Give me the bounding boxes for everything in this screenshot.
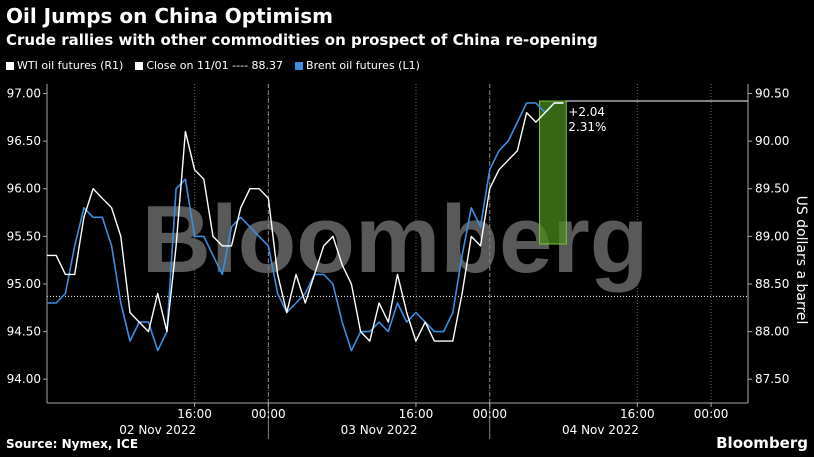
legend-item-wti: WTI oil futures (R1) bbox=[6, 59, 123, 72]
series-lines bbox=[47, 102, 564, 352]
right-tick-label: 89.00 bbox=[755, 229, 789, 243]
left-tick-label: 94.00 bbox=[7, 372, 41, 386]
right-tick-label: 89.50 bbox=[755, 182, 789, 196]
y-axis-label-right: US dollars a barrel bbox=[793, 196, 809, 325]
change-percent-label: 2.31% bbox=[568, 120, 606, 134]
legend-item-close: Close on 11/01 ---- 88.37 bbox=[135, 59, 283, 72]
x-tick-label: 00:00 bbox=[472, 407, 507, 421]
legend-item-brent: Brent oil futures (L1) bbox=[295, 59, 420, 72]
left-tick-label: 95.00 bbox=[7, 277, 41, 291]
legend-label-brent: Brent oil futures (L1) bbox=[306, 59, 420, 72]
bloomberg-logo: Bloomberg bbox=[716, 434, 808, 452]
legend-swatch-wti bbox=[6, 61, 14, 70]
left-tick-label: 94.50 bbox=[7, 325, 41, 339]
grid-lines bbox=[47, 84, 748, 439]
change-value-label: +2.04 bbox=[568, 105, 605, 119]
day-label: 03 Nov 2022 bbox=[341, 423, 418, 437]
brent-series-line bbox=[47, 102, 564, 352]
right-tick-label: 88.00 bbox=[755, 325, 789, 339]
right-tick-label: 88.50 bbox=[755, 277, 789, 291]
left-tick-label: 96.50 bbox=[7, 134, 41, 148]
source-note: Source: Nymex, ICE bbox=[6, 437, 139, 451]
bloomberg-watermark: Bloomberg bbox=[142, 186, 649, 293]
legend-swatch-close bbox=[135, 61, 144, 70]
left-tick-label: 97.00 bbox=[7, 87, 41, 101]
x-tick-label: 00:00 bbox=[694, 407, 729, 421]
left-tick-label: 96.00 bbox=[7, 182, 41, 196]
x-tick-label: 16:00 bbox=[399, 407, 434, 421]
day-label: 02 Nov 2022 bbox=[119, 423, 196, 437]
legend-swatch-brent bbox=[295, 61, 304, 70]
wti-series-line bbox=[47, 102, 564, 342]
x-tick-label: 16:00 bbox=[177, 407, 212, 421]
x-tick-label: 00:00 bbox=[251, 407, 286, 421]
x-tick-label: 16:00 bbox=[620, 407, 655, 421]
chart-title: Oil Jumps on China Optimism bbox=[6, 4, 333, 28]
legend-label-wti: WTI oil futures (R1) bbox=[17, 59, 124, 72]
right-tick-label: 87.50 bbox=[755, 372, 789, 386]
axes: 94.00 94.50 95.00 95.50 96.00 96.50 97.00 87.50… bbox=[7, 84, 789, 437]
change-highlight-box bbox=[539, 100, 567, 245]
chart-subtitle: Crude rallies with other commodities on … bbox=[6, 31, 598, 49]
legend: WTI oil futures (R1) Close on 11/01 ----… bbox=[6, 59, 420, 72]
legend-label-close: Close on 11/01 ---- 88.37 bbox=[146, 59, 284, 72]
change-annotation: +2.042.31% bbox=[539, 100, 748, 245]
right-tick-label: 90.00 bbox=[755, 134, 789, 148]
right-tick-label: 90.50 bbox=[755, 87, 789, 101]
left-tick-label: 95.50 bbox=[7, 229, 41, 243]
day-label: 04 Nov 2022 bbox=[562, 423, 639, 437]
